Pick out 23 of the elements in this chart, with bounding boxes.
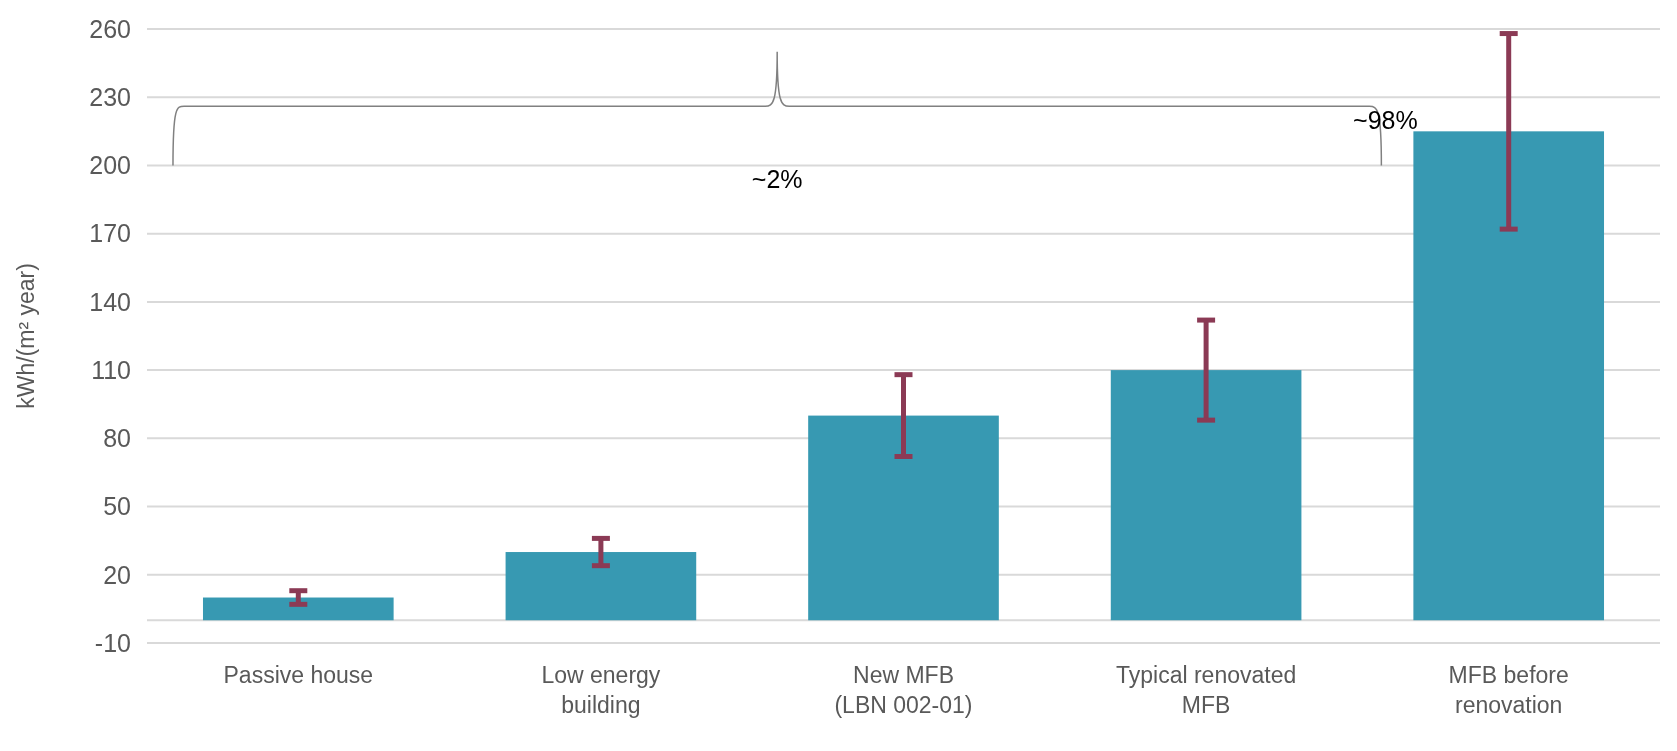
bar xyxy=(1110,370,1302,621)
y-axis-title: kWh/(m² year) xyxy=(13,263,39,409)
y-tick-label: -10 xyxy=(94,628,131,657)
x-tick-label: Passive house xyxy=(223,662,374,688)
bar xyxy=(808,415,999,621)
y-tick-label: 20 xyxy=(103,560,131,589)
bar xyxy=(505,552,697,621)
y-tick-label: 80 xyxy=(103,424,131,453)
y-tick-label: 230 xyxy=(89,82,131,111)
annotation: ~98% xyxy=(1353,106,1418,135)
bar xyxy=(202,597,394,621)
x-tick-label: Typical renovated MFB xyxy=(1115,662,1297,718)
y-tick-label: 260 xyxy=(89,14,131,43)
x-tick-label: Low energy building xyxy=(541,662,661,718)
x-tick-label: New MFB (LBN 002-01) xyxy=(834,662,973,718)
y-tick-label: 110 xyxy=(91,355,131,384)
y-tick-label: 50 xyxy=(103,492,131,521)
bar xyxy=(1413,131,1605,621)
annotation: ~2% xyxy=(751,165,803,194)
y-tick-label: 200 xyxy=(89,151,131,180)
y-tick-label: 140 xyxy=(89,287,131,316)
x-tick-label: MFB before renovation xyxy=(1448,662,1569,718)
y-tick-label: 170 xyxy=(89,219,131,248)
